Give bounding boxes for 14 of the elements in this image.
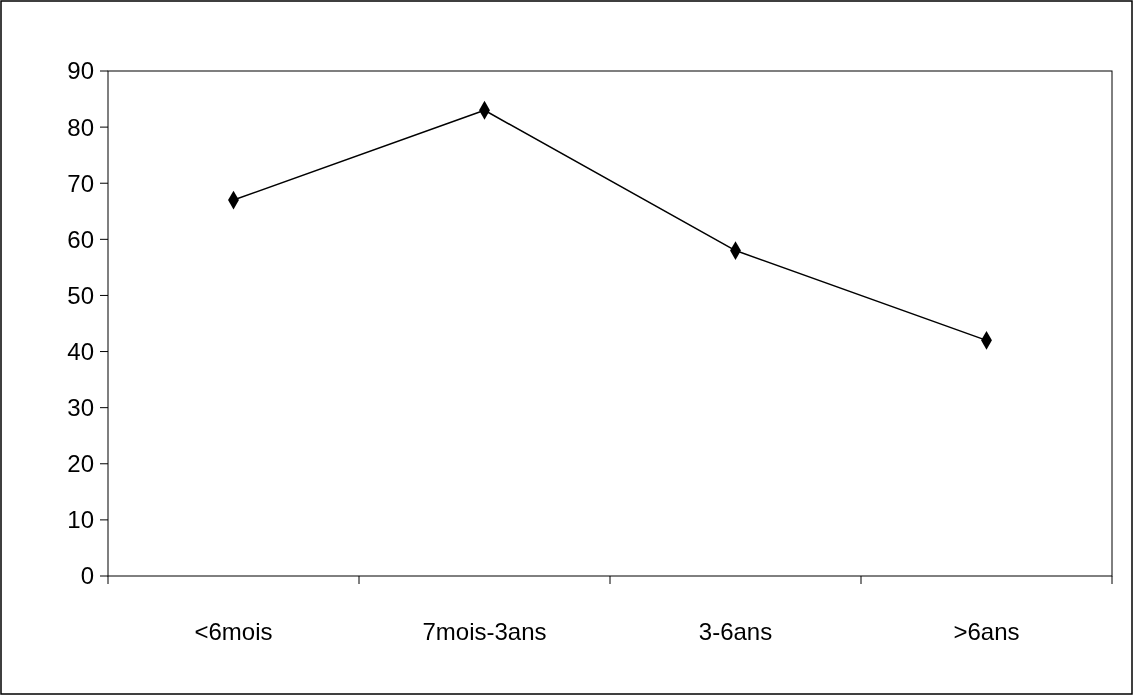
y-tick-label: 80 [67, 113, 94, 141]
y-tick-label: 90 [67, 57, 94, 85]
x-tick-label: 7mois-3ans [422, 618, 547, 645]
y-tick-label: 40 [67, 337, 94, 365]
y-tick-label: 10 [67, 506, 94, 534]
y-tick-label: 0 [80, 562, 94, 590]
y-tick-label: 30 [67, 394, 94, 422]
y-tick-label: 70 [67, 169, 94, 197]
y-tick-label: 50 [67, 281, 94, 309]
y-tick-label: 20 [67, 450, 94, 478]
x-tick-label: >6ans [953, 618, 1020, 645]
y-tick-label: 60 [67, 225, 94, 253]
x-tick-label: 3-6ans [698, 618, 773, 645]
x-tick-label: <6mois [194, 618, 273, 645]
